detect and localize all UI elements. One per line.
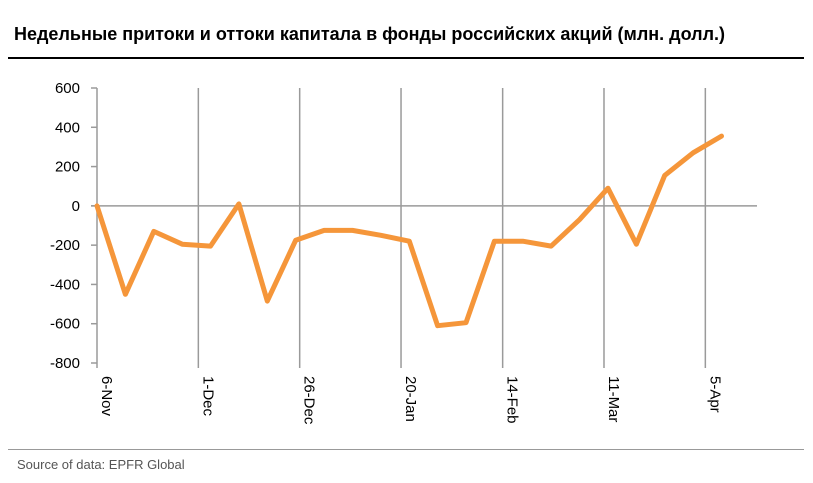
data-point [208,244,213,249]
data-point [577,217,582,222]
x-tick-label: 11-Mar [605,376,622,422]
y-tick-label: 600 [55,80,80,97]
x-tick-label: 20-Jan [402,376,419,422]
data-point [293,238,298,243]
y-tick-label: 400 [55,119,80,136]
data-point [407,239,412,244]
data-point [520,239,525,244]
data-point [435,323,440,328]
data-point [378,233,383,238]
title-divider [8,57,804,59]
data-point [322,228,327,233]
data-point [123,292,128,297]
data-point [634,242,639,247]
data-point [662,173,667,178]
data-point [691,150,696,155]
footer-divider [8,449,804,450]
y-tick-label: 200 [55,159,80,176]
x-tick-label: 14-Feb [504,376,521,424]
data-point [265,299,270,304]
x-axis-ticks: 6-Nov 1-Dec 26-Dec 20-Jan 14-Feb 11-Mar 5-Apr [98,376,723,425]
data-point [236,201,241,206]
data-point [151,229,156,234]
source-note: Source of data: EPFR Global [17,457,185,472]
data-point [95,203,99,208]
x-tick-label: 5-Apr [706,376,723,413]
y-tick-label: -600 [50,316,80,333]
series-line [94,133,724,329]
x-tick-label: 1-Dec [199,376,216,417]
data-point [492,239,497,244]
chart-title: Недельные притоки и оттоки капитала в фо… [14,24,726,44]
y-axis-ticks: 600 400 200 0 -200 -400 -600 -800 [50,80,80,372]
x-tick-label: 26-Dec [301,376,318,425]
series-layer [94,133,724,329]
data-point [719,134,724,139]
data-point [464,320,469,325]
y-tick-label: -200 [50,237,80,254]
y-tick-label: -800 [50,355,80,372]
x-tick-label: 6-Nov [98,376,115,417]
line-chart: 600 400 200 0 -200 -400 -600 -800 6-Nov 1-Dec 26-… [50,80,757,425]
data-point [350,228,355,233]
data-point [549,244,554,249]
data-point [605,186,610,191]
data-point [180,242,185,247]
axes [91,87,757,368]
y-tick-label: -400 [50,276,80,293]
y-tick-label: 0 [72,198,80,215]
grid-lines [197,88,707,363]
